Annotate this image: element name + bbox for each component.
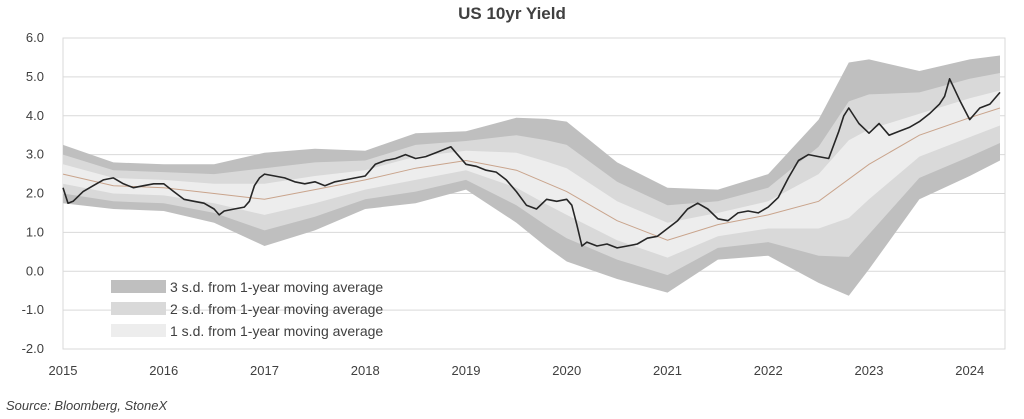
y-tick-label-2: 4.0 xyxy=(26,108,44,123)
y-tick-label-8: -2.0 xyxy=(22,341,44,356)
x-tick-label-8: 2023 xyxy=(855,363,884,378)
x-tick-label-0: 2015 xyxy=(49,363,78,378)
y-tick-label-0: 6.0 xyxy=(26,30,44,45)
moving-average-line xyxy=(62,107,1001,241)
x-tick-label-7: 2022 xyxy=(754,363,783,378)
legend-label-1: 2 s.d. from 1-year moving average xyxy=(170,301,383,317)
source-note: Source: Bloomberg, StoneX xyxy=(6,398,168,413)
legend-swatch-1 xyxy=(111,302,166,315)
x-tick-label-9: 2024 xyxy=(955,363,984,378)
x-tick-label-3: 2018 xyxy=(351,363,380,378)
y-tick-label-5: 1.0 xyxy=(26,224,44,239)
x-tick-label-2: 2017 xyxy=(250,363,279,378)
yield-line xyxy=(62,78,1001,249)
y-tick-label-6: 0.0 xyxy=(26,263,44,278)
x-tick-label-6: 2021 xyxy=(653,363,682,378)
y-tick-label-1: 5.0 xyxy=(26,69,44,84)
x-tick-label-4: 2019 xyxy=(452,363,481,378)
y-tick-label-7: -1.0 xyxy=(22,302,44,317)
chart-title: US 10yr Yield xyxy=(458,4,566,23)
x-tick-label-5: 2020 xyxy=(552,363,581,378)
x-tick-label-1: 2016 xyxy=(149,363,178,378)
legend-label-2: 1 s.d. from 1-year moving average xyxy=(170,323,383,339)
legend-label-0: 3 s.d. from 1-year moving average xyxy=(170,279,383,295)
legend-swatch-0 xyxy=(111,280,166,293)
y-tick-label-3: 3.0 xyxy=(26,147,44,162)
y-tick-label-4: 2.0 xyxy=(26,186,44,201)
legend-swatch-2 xyxy=(111,324,166,337)
